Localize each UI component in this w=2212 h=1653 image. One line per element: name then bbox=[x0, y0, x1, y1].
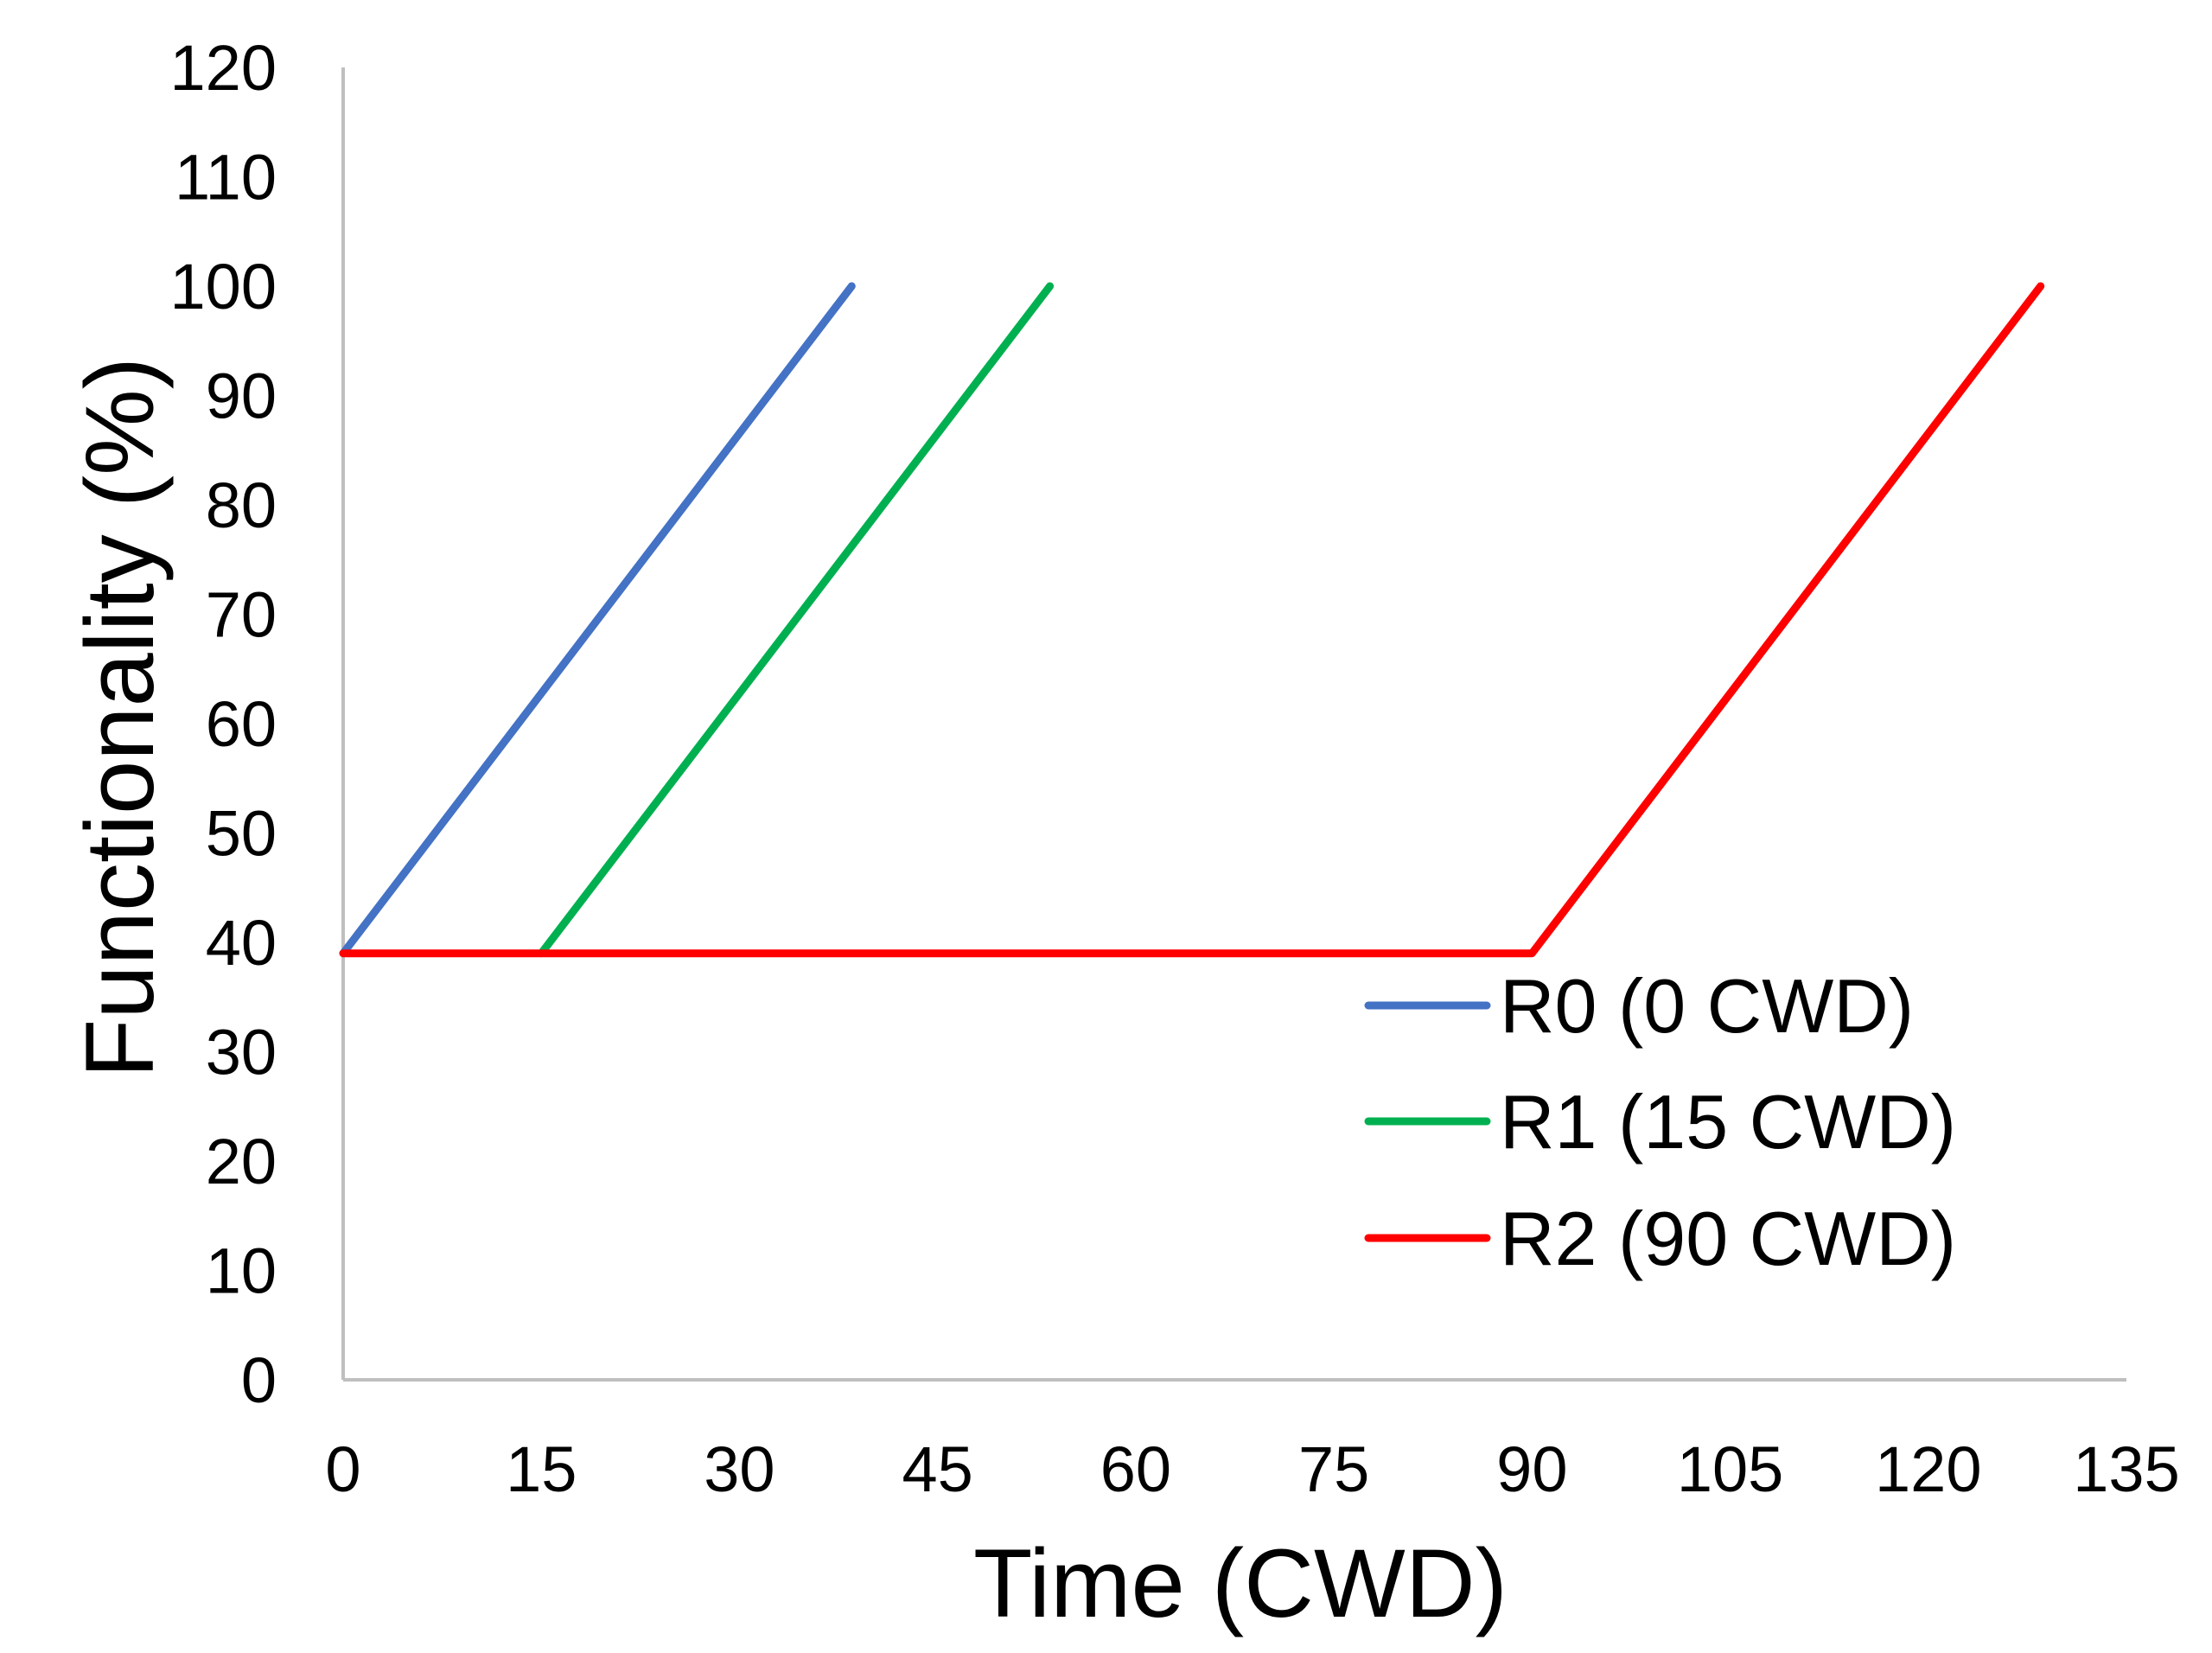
y-tick-label: 10 bbox=[206, 1235, 277, 1306]
series-line-2 bbox=[339, 282, 2045, 958]
y-tick-label: 110 bbox=[175, 141, 277, 213]
series-lines bbox=[339, 282, 2045, 958]
y-tick-label: 0 bbox=[241, 1344, 277, 1416]
y-tick-label: 100 bbox=[170, 251, 277, 322]
y-tick-label: 30 bbox=[206, 1016, 277, 1088]
axes bbox=[341, 67, 2126, 1382]
x-tick-labels: 0 15 30 45 60 75 90 105 120 135 bbox=[325, 1433, 2179, 1505]
y-tick-label: 120 bbox=[170, 32, 277, 104]
y-axis-title: Functionality (%) bbox=[66, 357, 174, 1078]
series-line-1 bbox=[537, 282, 1055, 958]
x-tick-label: 120 bbox=[1875, 1433, 1981, 1505]
x-tick-label: 0 bbox=[325, 1433, 360, 1505]
y-tick-label: 20 bbox=[206, 1126, 277, 1197]
x-tick-label: 90 bbox=[1496, 1433, 1567, 1505]
x-tick-label: 105 bbox=[1677, 1433, 1783, 1505]
x-axis-title: Time (CWD) bbox=[973, 1529, 1508, 1637]
y-tick-label: 60 bbox=[206, 688, 277, 760]
x-tick-label: 15 bbox=[506, 1433, 577, 1505]
series-line-0 bbox=[339, 282, 856, 958]
legend-label-0: R0 (0 CWD) bbox=[1500, 963, 1914, 1049]
y-tick-label: 80 bbox=[206, 469, 277, 541]
y-tick-label: 70 bbox=[206, 578, 277, 650]
y-tick-label: 40 bbox=[206, 907, 277, 979]
y-tick-labels: 0 10 20 30 40 50 60 70 80 90 100 110 120 bbox=[170, 32, 277, 1416]
y-tick-label: 90 bbox=[206, 360, 277, 431]
y-tick-label: 50 bbox=[206, 797, 277, 869]
x-tick-label: 45 bbox=[902, 1433, 973, 1505]
x-tick-label: 30 bbox=[704, 1433, 775, 1505]
legend-label-2: R2 (90 CWD) bbox=[1500, 1196, 1956, 1281]
x-tick-label: 60 bbox=[1100, 1433, 1171, 1505]
x-tick-label: 75 bbox=[1298, 1433, 1369, 1505]
x-tick-label: 135 bbox=[2073, 1433, 2179, 1505]
legend-label-1: R1 (15 CWD) bbox=[1500, 1079, 1956, 1165]
legend: R0 (0 CWD) R1 (15 CWD) R2 (90 CWD) bbox=[1364, 963, 1956, 1281]
